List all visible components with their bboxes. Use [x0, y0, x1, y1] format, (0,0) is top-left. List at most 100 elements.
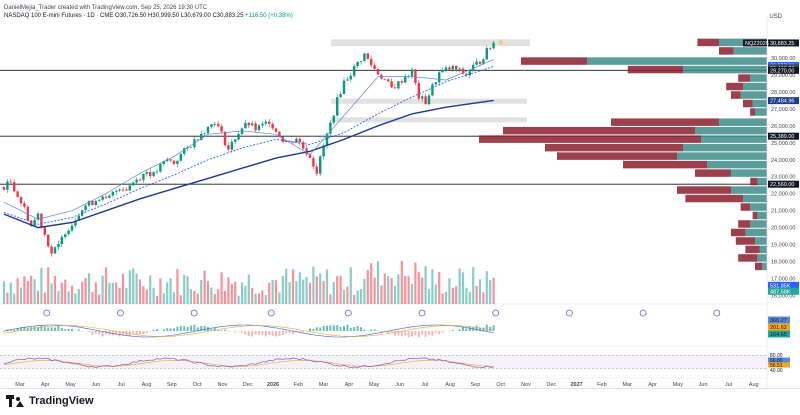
volume-profile-down-bar	[731, 91, 741, 99]
price-level-label: 29,270.00	[770, 68, 794, 74]
macd-histogram-bar	[428, 331, 430, 335]
price-chart[interactable]: 30,000.00 29,000.00 28,000.00 27,000.00 26,0…	[0, 0, 800, 389]
time-axis-tick: Jul	[421, 382, 428, 388]
macd-histogram-bar	[23, 327, 26, 331]
macd-histogram-bar	[71, 328, 73, 331]
volume-bar	[417, 271, 420, 304]
macd-histogram-bar	[485, 324, 488, 331]
candle-body	[315, 166, 318, 174]
volume-bar	[217, 289, 220, 304]
candle-body	[19, 197, 23, 204]
macd-histogram-bar	[264, 331, 267, 337]
volume-bar	[33, 279, 36, 304]
candle-body	[179, 153, 182, 161]
macd-histogram-bar	[394, 331, 396, 336]
volume-bar	[383, 273, 386, 304]
candle-body	[376, 68, 380, 75]
candle-body	[281, 136, 284, 142]
candle-body	[132, 182, 135, 186]
candle-body	[438, 72, 441, 83]
macd-histogram-bar	[118, 331, 121, 337]
volume-profile-up-bar	[743, 194, 767, 203]
macd-histogram-bar	[115, 331, 118, 335]
volume-bar	[346, 286, 349, 304]
candle-body	[81, 210, 84, 216]
volume-profile-down-bar	[738, 220, 751, 228]
macd-histogram-bar	[261, 331, 264, 335]
macd-histogram-bar	[37, 326, 39, 331]
volume-bar	[240, 282, 244, 304]
volume-bar	[278, 292, 281, 304]
volume-bar	[461, 272, 465, 304]
candle-body	[16, 191, 19, 198]
candle-body	[298, 138, 301, 143]
volume-profile-up-bar	[731, 186, 767, 194]
brand-name: TradingView	[29, 395, 94, 407]
volume-profile-up-bar	[757, 177, 767, 186]
volume-profile-up-bar	[733, 47, 767, 55]
volume-bar	[60, 282, 63, 304]
chart-header: DanielMejia_Trader created with TradingV…	[4, 4, 293, 20]
macd-histogram-bar	[465, 328, 468, 331]
candle-body	[390, 81, 393, 88]
volume-bar	[257, 293, 261, 304]
volume-bar	[213, 294, 216, 304]
candle-body	[482, 59, 485, 64]
candle-body	[237, 133, 240, 140]
volume-bar	[431, 269, 434, 304]
candle-body	[23, 203, 26, 207]
volume-bar	[104, 267, 108, 304]
volume-bar	[26, 281, 29, 304]
price-level-tag	[768, 97, 799, 105]
volume-bar	[455, 286, 458, 304]
macd-histogram-bar	[210, 329, 213, 331]
volume-bar	[53, 275, 57, 304]
macd-histogram-bar	[468, 326, 471, 331]
volume-bar	[353, 294, 356, 304]
volume-bar	[142, 286, 145, 304]
time-axis-tick: Jun	[699, 382, 708, 388]
macd-histogram-bar	[431, 331, 434, 336]
candle-body	[434, 82, 437, 85]
candle-body	[264, 121, 267, 124]
candle-body	[271, 123, 274, 129]
volume-bar	[189, 289, 193, 304]
candle-body	[485, 48, 488, 60]
macd-histogram-bar	[254, 331, 257, 335]
candle-body	[227, 145, 230, 150]
macd-histogram-bar	[332, 325, 335, 331]
macd-histogram-bar	[295, 331, 298, 332]
symbol-tag-label: NQZ2026	[745, 41, 769, 47]
volume-bar	[121, 273, 125, 304]
macd-histogram-bar	[179, 325, 182, 331]
candle-body	[172, 160, 176, 164]
macd-histogram-bar	[363, 329, 366, 331]
volume-profile-up-bar	[752, 99, 767, 108]
rsi-value-tag	[768, 352, 790, 358]
candle-body	[200, 134, 203, 141]
volume-bar	[295, 281, 298, 304]
volume-profile-down-bar	[745, 245, 760, 254]
price-level-label: 25,389.00	[770, 134, 794, 140]
volume-bar	[149, 275, 152, 304]
macd-histogram-bar	[54, 327, 56, 331]
volume-bar	[251, 287, 254, 304]
volume-profile-up-bar	[695, 126, 767, 135]
macd-histogram-bar	[285, 331, 288, 334]
time-axis-tick: Feb	[597, 382, 606, 388]
price-axis-tick: 25,000.00	[771, 141, 795, 147]
macd-histogram-bar	[268, 331, 271, 336]
event-marker-icon	[418, 309, 426, 317]
volume-profile-up-bar	[743, 82, 767, 91]
candle-body	[47, 234, 50, 247]
volume-bar	[339, 275, 342, 304]
macd-value-tag	[768, 316, 790, 324]
macd-histogram-bar	[16, 328, 19, 331]
candle-body	[70, 225, 74, 231]
macd-histogram-bar	[356, 325, 359, 331]
macd-histogram-bar	[139, 331, 141, 335]
price-level-label: 30,883.25	[770, 41, 794, 47]
candle-body	[118, 189, 121, 191]
macd-histogram-bar	[489, 326, 492, 331]
candle-body	[414, 69, 417, 83]
